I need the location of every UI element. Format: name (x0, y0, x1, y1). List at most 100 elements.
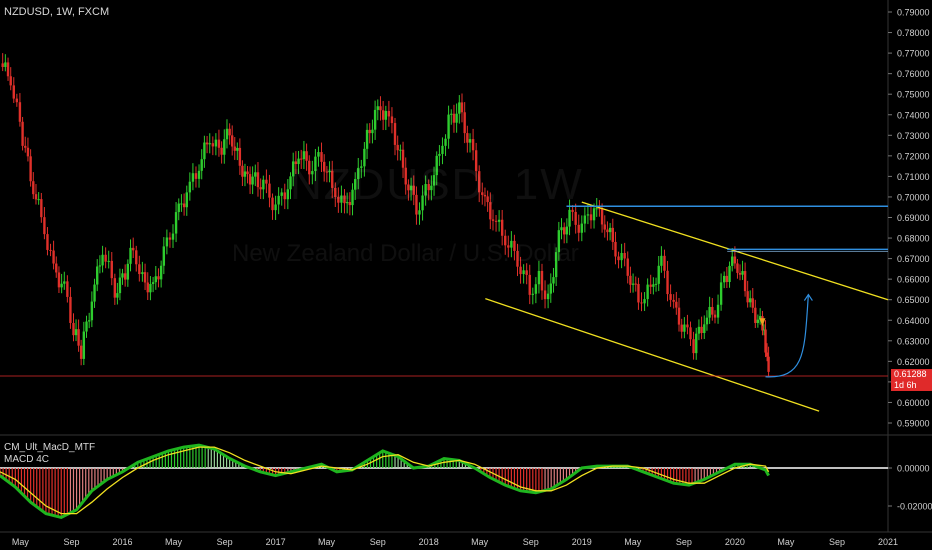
time-tick-label: Sep (523, 537, 539, 547)
candle-body (9, 76, 12, 86)
macd-tick-label: -0.02000 (897, 502, 932, 512)
candle-body (603, 224, 606, 230)
candle-body (675, 301, 678, 308)
price-tick-label: 0.76000 (897, 69, 930, 79)
candle-body (722, 275, 726, 283)
time-tick-label: May (12, 537, 30, 547)
time-tick-label: Sep (63, 537, 79, 547)
candle-body (297, 158, 300, 165)
candle-body (637, 283, 640, 303)
candle-body (188, 181, 192, 193)
time-axis: May Sep 2016 May Sep 2017 May Sep 2018 May Sep 2019… (12, 537, 898, 547)
symbol-title[interactable]: NZDUSD, 1W, FXCM (4, 6, 110, 18)
candle-body (225, 128, 229, 140)
candle-body (159, 265, 163, 280)
candle-body (557, 230, 561, 253)
candle-body (669, 294, 672, 300)
candle-body (254, 172, 257, 177)
candle-body (554, 252, 558, 278)
candle-body (151, 282, 155, 285)
candle-body (265, 179, 268, 184)
candle-body (268, 183, 271, 198)
candle-body (589, 214, 593, 221)
candle-body (262, 179, 265, 190)
candle-body (66, 281, 69, 297)
candle-body (660, 255, 663, 266)
candle-body (129, 247, 132, 264)
candle-body (328, 170, 331, 173)
candle-body (357, 167, 360, 180)
candle-body (154, 276, 157, 283)
candle-body (746, 291, 749, 303)
time-tick-label: 2016 (112, 537, 132, 547)
candle-body (360, 166, 363, 168)
candle-body (657, 265, 660, 284)
candle-body (646, 284, 649, 300)
candle-body (404, 167, 407, 185)
price-tick-label: 0.73000 (897, 131, 930, 141)
candle-body (444, 138, 447, 146)
candle-body (21, 121, 24, 146)
candle-body (631, 283, 635, 285)
indicator-name[interactable]: CM_Ult_MacD_MTF (4, 442, 96, 453)
candle-body (595, 208, 598, 210)
price-tick-label: 0.69000 (897, 213, 930, 223)
channel-lower-line (485, 298, 820, 412)
time-tick-label: 2021 (878, 537, 898, 547)
candle-body (568, 209, 571, 227)
candle-body (458, 102, 461, 114)
candle-body (540, 270, 544, 291)
candle-body (191, 173, 195, 182)
candle-body (447, 114, 450, 139)
candle-body (663, 255, 666, 271)
candle-body (271, 197, 274, 211)
candle-body (363, 148, 366, 167)
candle-body (460, 102, 464, 113)
candle-body (93, 284, 96, 302)
candle-body (686, 324, 689, 328)
candle-body (672, 299, 675, 302)
candle-body (211, 143, 215, 147)
candle-body (15, 98, 19, 103)
candle-body (85, 321, 88, 332)
candle-body (401, 149, 405, 168)
price-tick-label: 0.70000 (897, 192, 930, 202)
candle-body (471, 139, 475, 151)
candle-body (174, 212, 178, 234)
candle-body (516, 250, 519, 267)
candle-body (123, 273, 127, 280)
candle-body (90, 301, 94, 321)
candle-body (256, 172, 260, 188)
candle-body (432, 175, 436, 186)
candle-body (177, 203, 180, 213)
candle-body (697, 326, 701, 334)
candle-body (165, 237, 169, 247)
candle-body (74, 329, 78, 336)
price-tick-label: 0.62000 (897, 357, 930, 367)
price-tick-label: 0.59000 (897, 419, 930, 429)
candle-body (700, 326, 703, 333)
watermark-symbol: NZDUSD, 1W (290, 160, 584, 209)
candle-body (606, 229, 609, 233)
candle-body (384, 110, 388, 120)
candle-body (60, 283, 63, 288)
price-tick-label: 0.65000 (897, 295, 930, 305)
candle-body (185, 192, 188, 208)
candle-body (325, 171, 329, 173)
candle-body (583, 215, 587, 224)
candle-body (441, 145, 444, 154)
candle-body (649, 284, 652, 287)
candle-body (466, 133, 469, 143)
candle-body (322, 161, 326, 172)
candle-body (113, 278, 117, 298)
candle-body (450, 113, 453, 115)
candle-body (713, 314, 717, 318)
candle-body (300, 158, 303, 160)
candle-body (711, 306, 714, 315)
candle-body (399, 149, 402, 151)
candle-body (236, 147, 239, 151)
price-tick-label: 0.77000 (897, 49, 930, 59)
candle-body (586, 214, 590, 216)
candle-body (34, 194, 38, 200)
